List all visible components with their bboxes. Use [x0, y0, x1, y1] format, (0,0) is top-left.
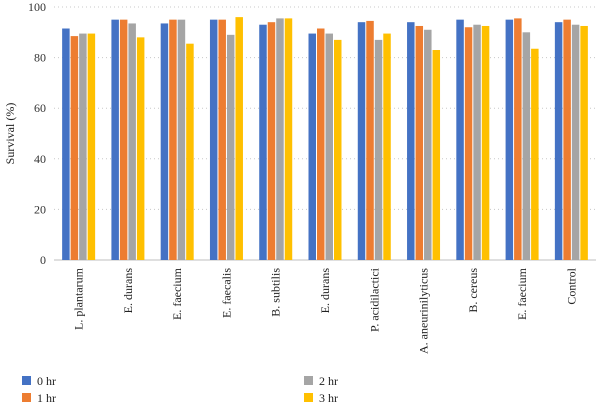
category-label: A. aneurinilyticus [417, 268, 431, 354]
category-label: E. durans [318, 268, 332, 314]
bar [177, 19, 186, 261]
legend-label: 3 hr [319, 391, 338, 405]
legend-label: 2 hr [319, 374, 338, 388]
bar [128, 23, 136, 260]
bar [276, 18, 284, 261]
bar [235, 17, 243, 261]
y-tick-labels: 0 20 40 60 80 100 [28, 0, 46, 267]
bar [505, 19, 514, 261]
bar [571, 24, 580, 261]
bar [218, 19, 226, 261]
bar [209, 19, 218, 261]
category-label: E. faecium [515, 267, 529, 320]
bar [186, 43, 194, 261]
bar [308, 33, 316, 260]
legend-swatch [22, 376, 31, 385]
category-labels: L. plantarum E. durans E. faecium E. faecal… [72, 267, 579, 354]
bar [554, 22, 563, 261]
bar [580, 25, 588, 260]
bar [432, 50, 441, 261]
bar [481, 25, 490, 260]
y-tick-label: 100 [28, 0, 46, 14]
category-label: P. acidilactici [367, 267, 381, 332]
bar [514, 18, 522, 261]
y-tick-label: 80 [34, 51, 46, 65]
bars [62, 17, 588, 261]
category-label: E. faecium [170, 267, 184, 320]
legend-label: 0 hr [37, 374, 56, 388]
bar [136, 37, 145, 260]
y-axis-label: Survival (%) [3, 103, 17, 165]
category-label: E. faecalis [219, 268, 233, 318]
bar [119, 19, 128, 261]
bar [334, 39, 342, 260]
bar [70, 36, 79, 260]
bar [366, 20, 374, 260]
category-label: B. cereus [466, 268, 480, 313]
bar [325, 33, 333, 260]
bar [111, 19, 119, 261]
bar [464, 27, 473, 260]
bar [407, 22, 415, 261]
bar [87, 33, 96, 260]
bar [169, 19, 177, 261]
category-label: E. durans [121, 268, 135, 314]
bar [522, 32, 531, 260]
y-tick-label: 20 [34, 202, 46, 216]
bar [473, 24, 481, 261]
category-label: L. plantarum [72, 267, 86, 330]
y-tick-label: 0 [40, 253, 46, 267]
bar [284, 18, 293, 261]
bar [79, 33, 87, 260]
category-label: Control [564, 267, 578, 304]
bar [456, 19, 464, 261]
legend-swatch [304, 393, 313, 402]
bar [267, 22, 276, 261]
bar [226, 34, 235, 260]
bar [374, 39, 383, 260]
bar [317, 28, 325, 260]
bar [62, 28, 70, 260]
bar [357, 22, 366, 261]
y-tick-label: 60 [34, 101, 46, 115]
legend: 0 hr 1 hr 2 hr 3 hr [22, 374, 338, 405]
bar [383, 33, 391, 260]
bar [424, 29, 432, 260]
bar [259, 24, 267, 261]
bar [531, 48, 539, 261]
bar [415, 25, 424, 260]
bar [160, 23, 169, 260]
legend-swatch [22, 393, 31, 402]
legend-swatch [304, 376, 313, 385]
category-label: B. subtilis [269, 268, 283, 317]
y-tick-label: 40 [34, 152, 46, 166]
bar [563, 19, 571, 261]
legend-label: 1 hr [37, 391, 56, 405]
